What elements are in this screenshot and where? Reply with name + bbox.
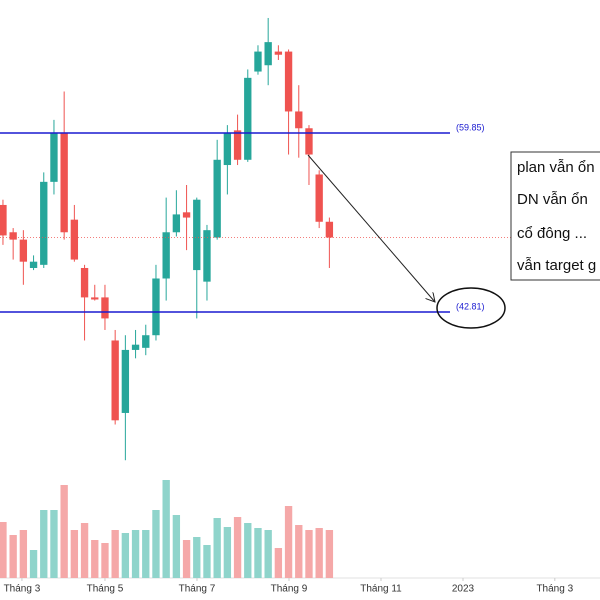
candle-body (315, 174, 323, 222)
volume-bar (213, 518, 221, 578)
candle-body (295, 111, 303, 129)
candle-body (213, 159, 221, 238)
candle-body (305, 128, 313, 155)
candle-body (101, 297, 109, 319)
x-tick-label: Tháng 9 (271, 584, 308, 595)
candle-body (9, 232, 17, 240)
x-tick-label: Tháng 11 (360, 584, 402, 595)
volume-bar (172, 515, 181, 578)
candle-body (233, 130, 242, 160)
x-tick-label: Tháng 5 (87, 584, 124, 595)
x-tick-label: Tháng 7 (179, 584, 216, 595)
volume-bar (101, 543, 109, 578)
x-tick-label: 2023 (452, 584, 475, 595)
volume-bar (9, 535, 17, 578)
volume-bar (131, 530, 140, 578)
volume-bar (284, 506, 293, 578)
volume-bar (203, 545, 211, 578)
candle-body (223, 132, 232, 166)
candle-body (70, 219, 79, 260)
candle-body (152, 278, 160, 336)
candle-body (60, 132, 68, 233)
volume-bar (244, 523, 252, 578)
volume-bar (193, 537, 201, 578)
candle-body (264, 42, 272, 66)
candle-body (193, 199, 201, 271)
volume-bar (40, 510, 48, 578)
volume-bar (295, 525, 303, 578)
candle-body (182, 212, 191, 218)
candle-body (0, 204, 7, 236)
candle-body (40, 181, 48, 265)
volume-bar (60, 485, 68, 578)
note-text: plan vẫn ổn (517, 159, 595, 176)
volume-bar (325, 530, 334, 578)
volume-bar (111, 530, 119, 578)
volume-bar (29, 550, 38, 578)
volume-bar (19, 530, 28, 578)
candle-body (80, 267, 89, 298)
x-tick-label: Tháng 3 (536, 584, 573, 595)
volume-bar (315, 528, 323, 578)
note-text: vẫn target g (517, 257, 596, 274)
note-box (510, 151, 600, 281)
note-text: DN vẫn ổn (517, 191, 588, 208)
arrow (307, 154, 435, 302)
volume-bar (80, 523, 89, 578)
candle-body (284, 51, 293, 112)
volume-bar (233, 517, 242, 578)
candle-body (91, 297, 99, 300)
volume-bar (70, 530, 79, 578)
volume-bar (305, 530, 313, 578)
candle-body (19, 239, 28, 262)
candle-body (203, 230, 211, 282)
candle-body (50, 132, 58, 182)
candle-body (29, 261, 38, 268)
candle-body (244, 77, 252, 160)
candle-body (111, 340, 119, 421)
circle-annotation (436, 287, 506, 329)
candle-body (254, 51, 262, 72)
volume-bar (274, 548, 283, 578)
candle-body (142, 335, 150, 348)
x-tick-label: Tháng 3 (4, 584, 41, 595)
volume-bar (91, 540, 99, 578)
volume-bar (50, 510, 58, 578)
volume-bar (254, 528, 262, 578)
volume-bar (162, 480, 170, 578)
candle-body (172, 214, 181, 233)
candle-body (121, 349, 130, 413)
level-label: (59.85) (456, 122, 485, 132)
volume-bar (152, 510, 160, 578)
volume-bar (142, 530, 150, 578)
volume-bar (223, 527, 232, 578)
candle-body (274, 51, 283, 55)
volume-bar (121, 533, 130, 578)
level-label: (42.81) (456, 301, 485, 311)
volume-bar (182, 540, 191, 578)
candle-body (131, 344, 140, 350)
volume-bar (264, 530, 272, 578)
candle-body (162, 232, 170, 279)
note-text: cổ đông ... (517, 225, 587, 242)
candle-body (325, 221, 334, 238)
volume-bar (0, 522, 7, 578)
